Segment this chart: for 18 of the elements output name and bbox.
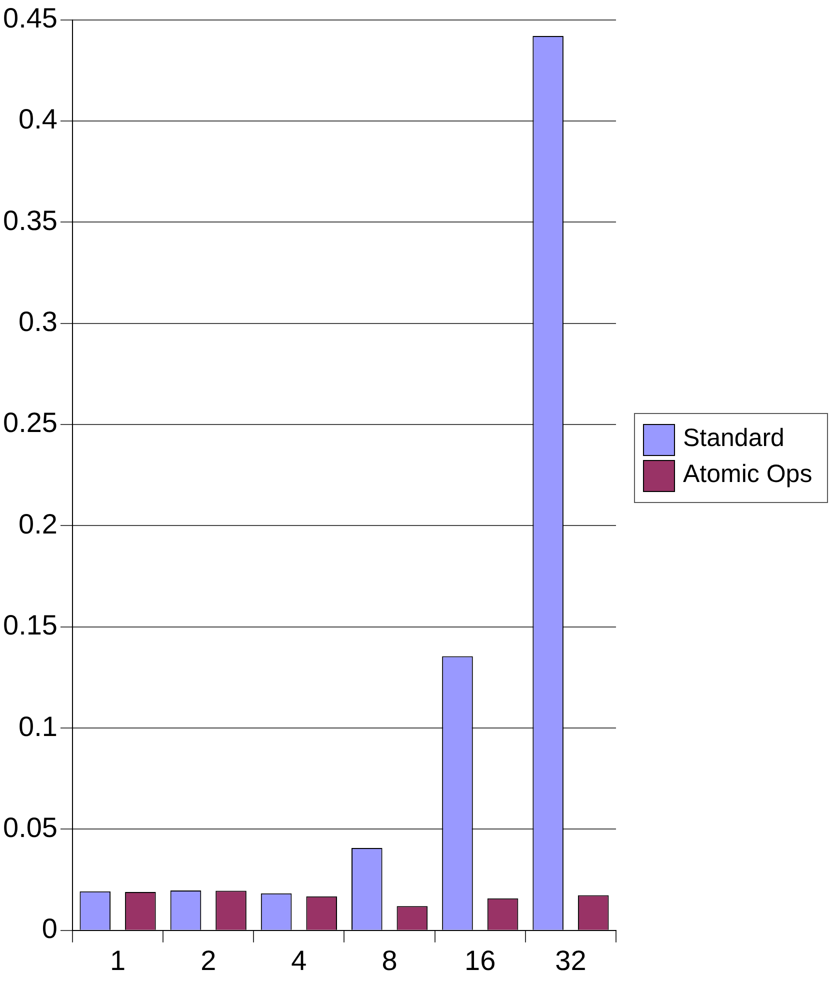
y-tick-label: 0.15 <box>2 610 58 641</box>
y-tick-label: 0 <box>42 913 58 944</box>
x-tick-label: 2 <box>200 944 216 976</box>
y-tick-label: 0.45 <box>2 2 58 34</box>
y-tick-label: 0.1 <box>18 710 58 742</box>
y-tick-label: 0.25 <box>2 407 58 438</box>
x-tick-label: 4 <box>291 944 307 976</box>
y-tick-label: 0.2 <box>18 508 58 540</box>
x-tick-label: 32 <box>555 944 586 976</box>
x-tick-label: 1 <box>110 944 126 976</box>
y-tick-label: 0.3 <box>18 306 58 338</box>
legend-label: Atomic Ops <box>683 460 812 489</box>
y-tick-label: 0.35 <box>2 204 58 236</box>
legend-label: Standard <box>683 424 784 453</box>
y-tick-label: 0.4 <box>18 104 58 135</box>
x-tick-label: 16 <box>464 944 496 976</box>
x-tick-label: 8 <box>382 944 398 976</box>
y-tick-label: 0.05 <box>2 812 58 843</box>
